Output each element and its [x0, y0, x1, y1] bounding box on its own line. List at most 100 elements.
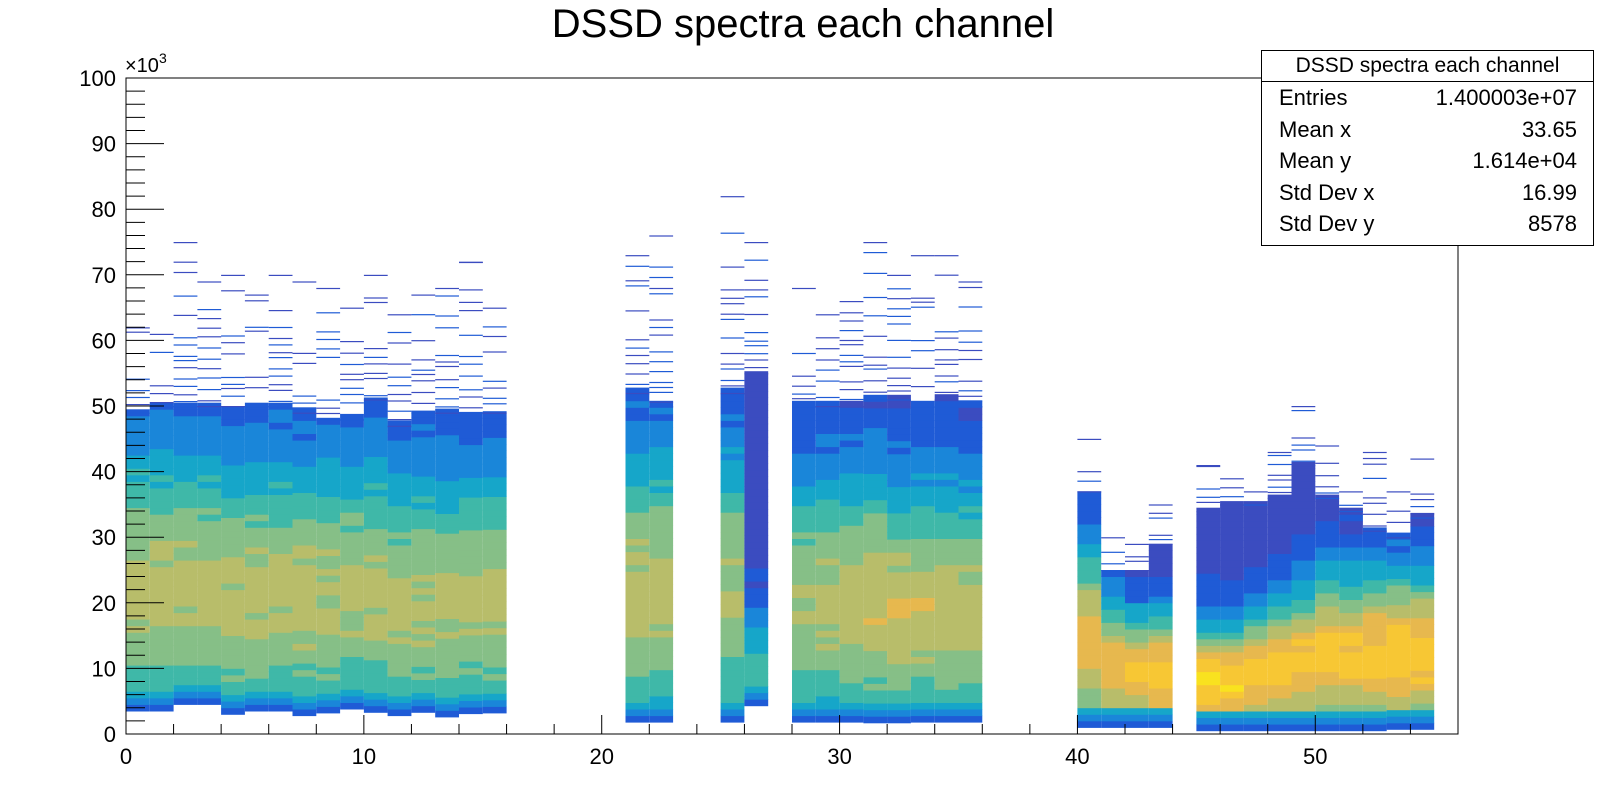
heatmap-cell: [244, 625, 269, 633]
heatmap-cell: [1339, 599, 1363, 607]
channel-column: [1125, 543, 1149, 728]
heatmap-cell: [625, 676, 650, 684]
heatmap-cell: [1362, 704, 1387, 712]
heatmap-cell: [934, 636, 959, 644]
heatmap-cell: [387, 643, 412, 651]
heatmap-cell: [649, 709, 674, 717]
heatmap-cell: [411, 673, 436, 680]
heatmap-cell: [910, 472, 935, 480]
heatmap-cell: [720, 420, 745, 428]
heatmap-cell: [744, 259, 769, 261]
heatmap-cell: [221, 504, 245, 512]
heatmap-cell: [839, 466, 864, 474]
heatmap-cell: [958, 286, 983, 289]
heatmap-cell: [1148, 701, 1173, 709]
heatmap-cell: [387, 597, 412, 605]
heatmap-cell: [839, 400, 864, 408]
heatmap-cell: [863, 421, 888, 429]
heatmap-cell: [244, 553, 269, 561]
heatmap-cell: [792, 352, 816, 355]
heatmap-cell: [1315, 606, 1340, 614]
heatmap-cell: [649, 472, 674, 480]
heatmap-cell: [316, 424, 341, 432]
heatmap-cell: [1220, 553, 1244, 561]
heatmap-cell: [1315, 724, 1340, 732]
heatmap-cell: [839, 564, 864, 572]
heatmap-cell: [316, 568, 341, 576]
heatmap-cell: [958, 689, 983, 697]
heatmap-cell: [934, 545, 959, 553]
heatmap-cell: [934, 427, 959, 434]
heatmap-cell: [1362, 684, 1387, 692]
heatmap-cell: [1148, 642, 1173, 650]
stats-box[interactable]: DSSD spectra each channel Entries 1.4000…: [1261, 50, 1594, 246]
heatmap-cell: [292, 551, 317, 559]
heatmap-cell: [863, 453, 888, 461]
heatmap-cell: [1196, 678, 1221, 686]
heatmap-cell: [221, 335, 245, 337]
heatmap-cell: [1386, 624, 1411, 632]
heatmap-cell: [292, 650, 317, 657]
heatmap-cell: [1125, 576, 1149, 584]
heatmap-cell: [887, 591, 911, 599]
heatmap-cell: [197, 327, 222, 329]
heatmap-cell: [839, 354, 864, 356]
heatmap-cell: [221, 419, 245, 427]
heatmap-cell: [1386, 617, 1411, 625]
heatmap-cell: [411, 463, 436, 471]
heatmap-cell: [839, 551, 864, 559]
heatmap-cell: [221, 563, 245, 571]
x-tick-label: 10: [352, 744, 376, 769]
heatmap-cell: [625, 459, 650, 467]
heatmap-cell: [910, 350, 935, 352]
heatmap-cell: [792, 663, 816, 671]
heatmap-cell: [268, 514, 293, 522]
heatmap-cell: [887, 385, 911, 387]
heatmap-cell: [863, 591, 888, 599]
heatmap-cell: [934, 623, 959, 631]
heatmap-cell: [934, 577, 959, 585]
heatmap-cell: [387, 532, 412, 539]
heatmap-cell: [387, 410, 412, 412]
heatmap-cell: [625, 373, 650, 375]
heatmap-cell: [316, 562, 341, 570]
heatmap-cell: [1220, 724, 1244, 732]
heatmap-cell: [340, 702, 364, 710]
heatmap-cell: [744, 535, 769, 543]
heatmap-cell: [1267, 612, 1292, 620]
heatmap-cell: [459, 407, 483, 409]
heatmap-cell: [482, 660, 507, 668]
heatmap-cell: [1077, 491, 1102, 499]
heatmap-cell: [815, 440, 840, 448]
heatmap-cell: [1315, 547, 1340, 554]
heatmap-cell: [387, 420, 412, 428]
heatmap-cell: [316, 667, 341, 675]
heatmap-cell: [1291, 579, 1316, 587]
heatmap-cell: [887, 558, 911, 566]
heatmap-cell: [1291, 507, 1316, 515]
heatmap-cell: [1315, 492, 1340, 494]
heatmap-cell: [934, 551, 959, 559]
heatmap-cell: [1196, 638, 1221, 646]
heatmap-cell: [720, 663, 745, 671]
heatmap-cell: [1267, 619, 1292, 627]
heatmap-cell: [126, 645, 150, 653]
heatmap-cell: [792, 676, 816, 684]
heatmap-cell: [863, 440, 888, 448]
heatmap-cell: [1339, 586, 1363, 594]
heatmap-cell: [744, 476, 769, 484]
heatmap-cell: [387, 472, 412, 480]
heatmap-cell: [792, 525, 816, 533]
heatmap-cell: [1410, 572, 1435, 579]
heatmap-cell: [1386, 690, 1411, 697]
heatmap-cell: [244, 560, 269, 568]
heatmap-cell: [411, 554, 436, 562]
heatmap-cell: [1101, 570, 1125, 572]
heatmap-cell: [744, 279, 769, 281]
stats-row-mean-y: Mean y 1.614e+04: [1262, 145, 1593, 177]
heatmap-cell: [435, 520, 459, 528]
heatmap-cell: [482, 568, 507, 576]
heatmap-cell: [744, 548, 769, 556]
heatmap-cell: [815, 505, 840, 513]
heatmap-cell: [1315, 599, 1340, 607]
